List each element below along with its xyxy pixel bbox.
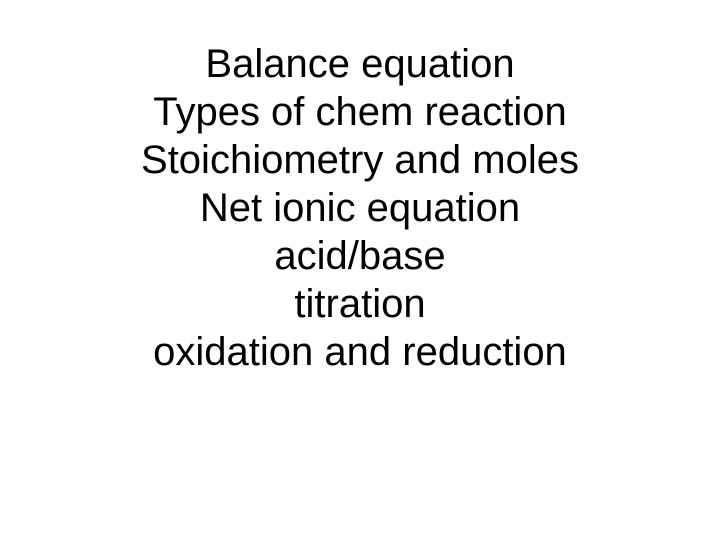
- text-line-1: Balance equation: [141, 40, 579, 88]
- text-line-3: Stoichiometry and moles: [141, 136, 579, 184]
- text-line-5: acid/base: [141, 232, 579, 280]
- text-line-2: Types of chem reaction: [141, 88, 579, 136]
- text-line-7: oxidation and reduction: [141, 328, 579, 376]
- text-line-4: Net ionic equation: [141, 184, 579, 232]
- text-line-6: titration: [141, 280, 579, 328]
- slide-content: Balance equation Types of chem reaction …: [141, 40, 579, 376]
